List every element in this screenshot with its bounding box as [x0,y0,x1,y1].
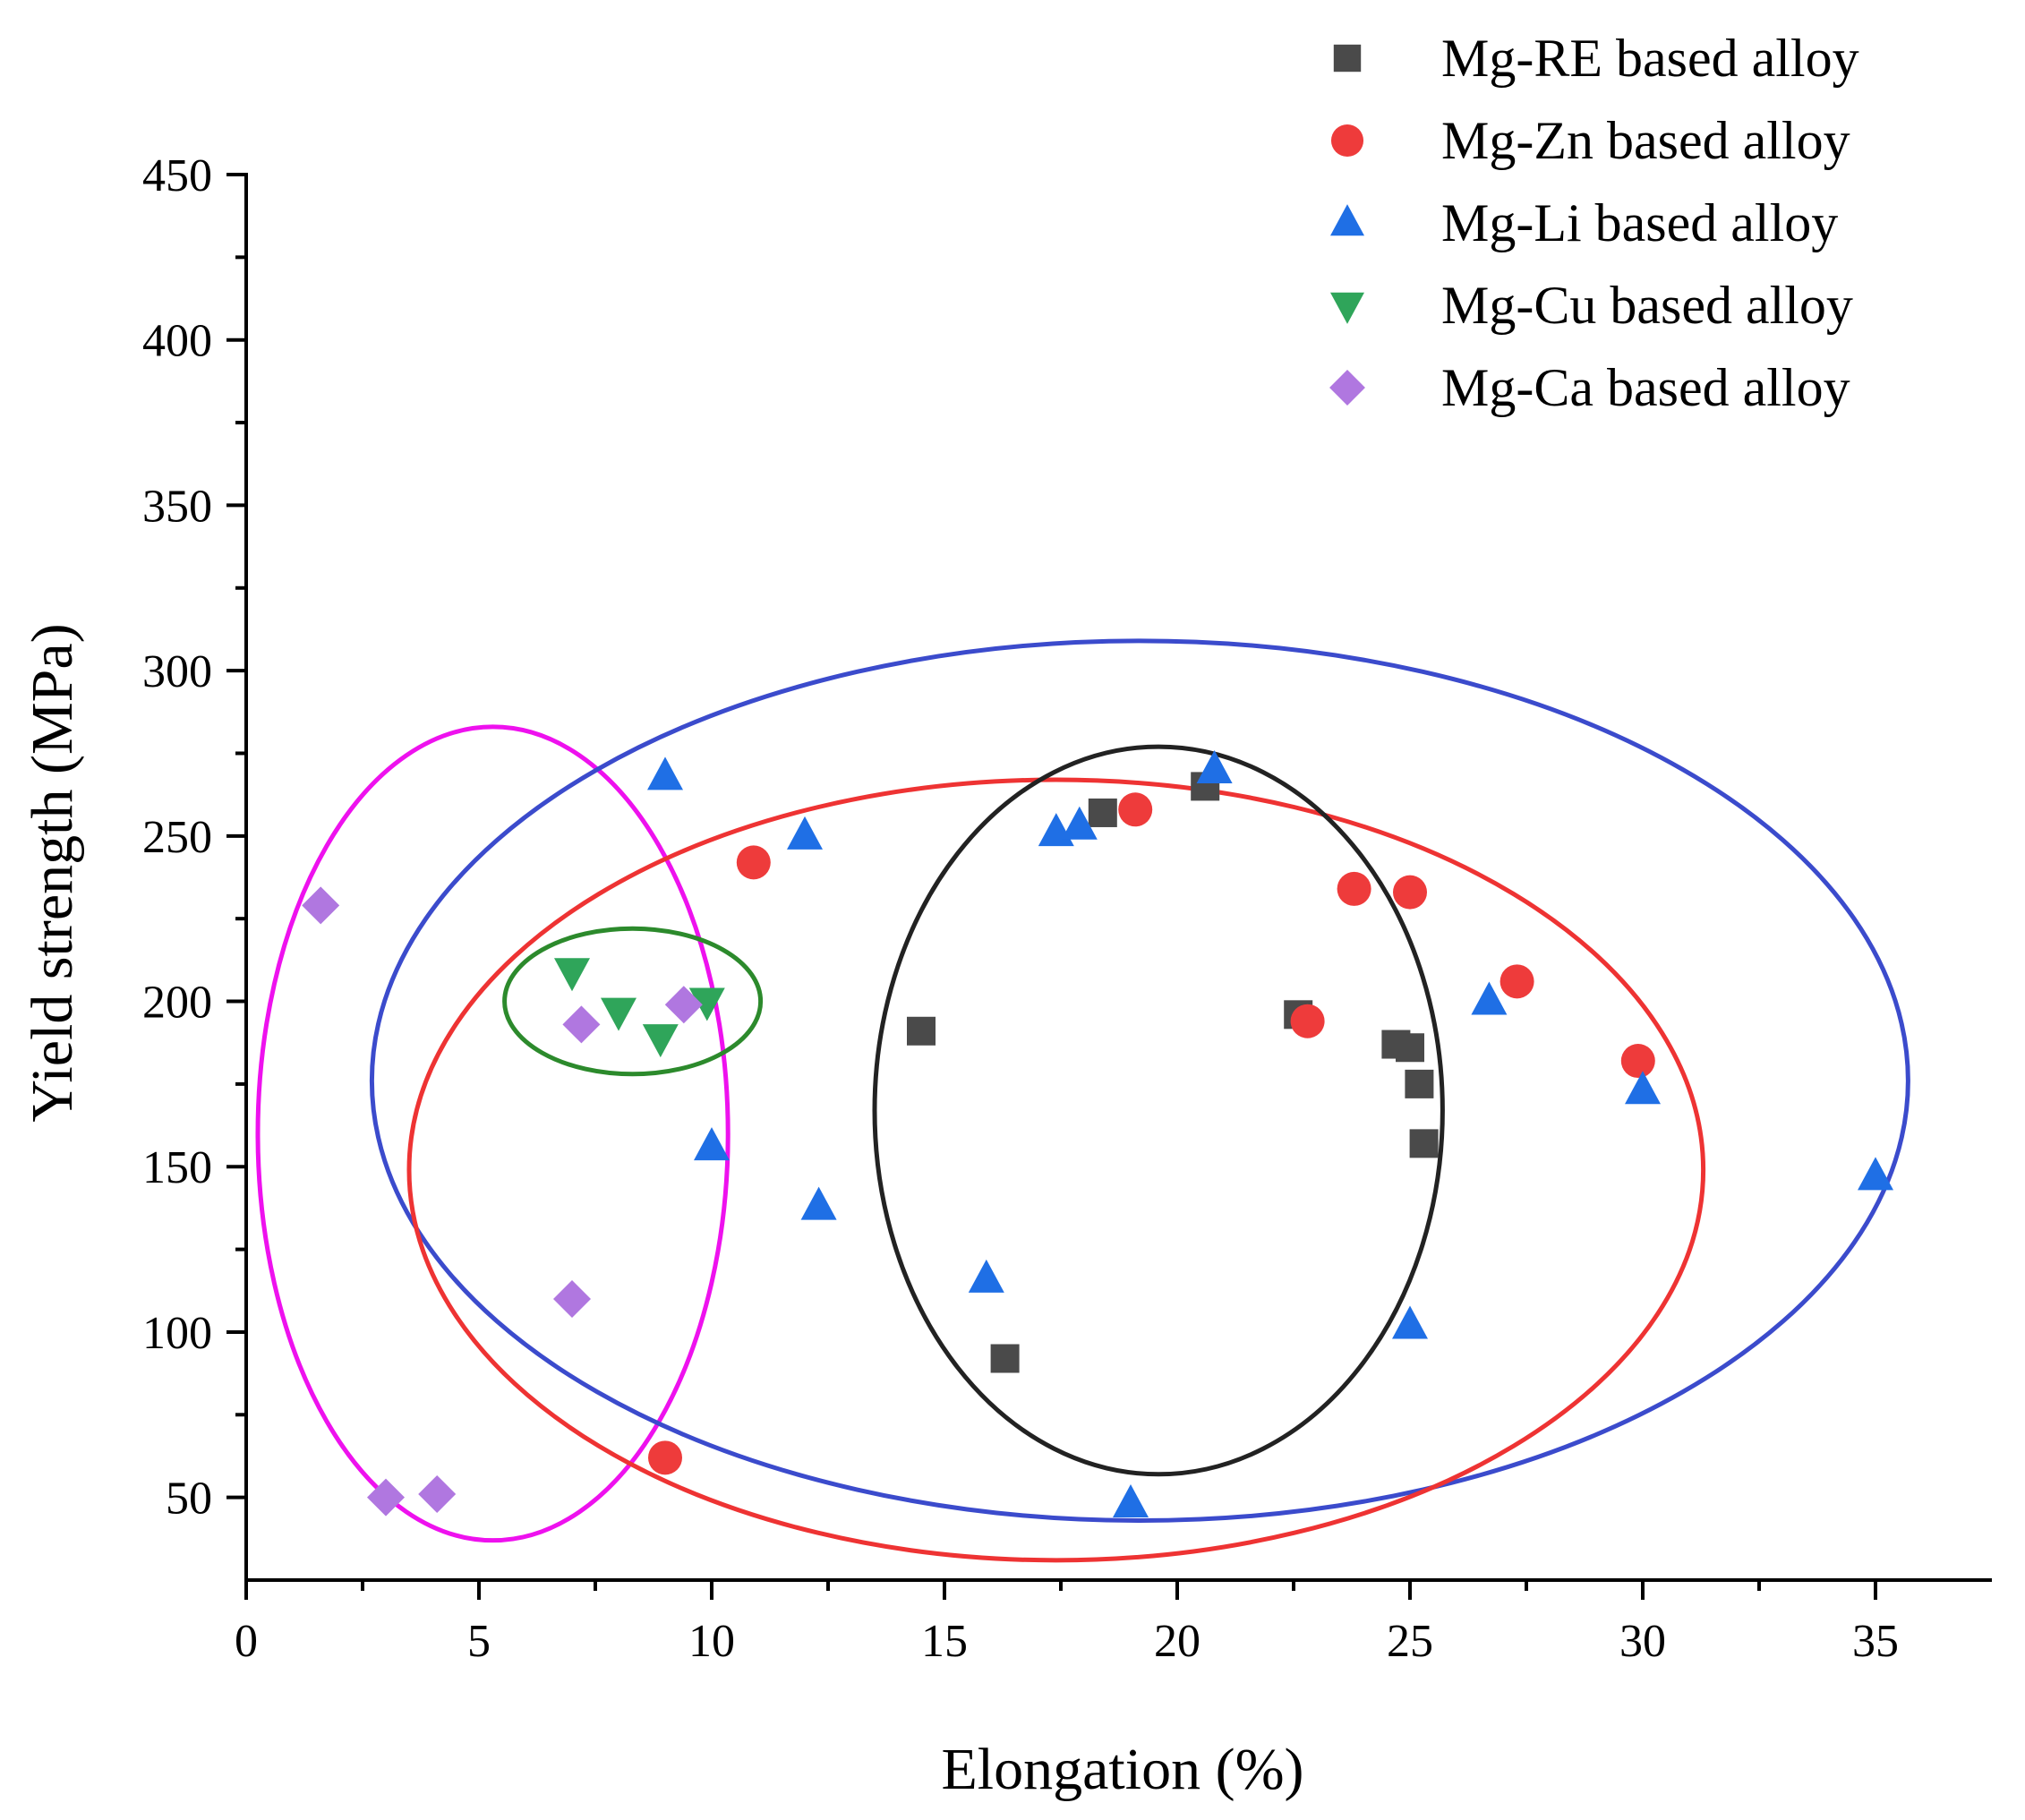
series-mg-ca-based-alloy [302,886,703,1517]
x-tick-label: 15 [921,1616,968,1667]
data-point [1409,1129,1439,1158]
highlight-ellipse-1 [255,724,731,1543]
highlight-ellipse-5 [502,926,764,1077]
y-tick-label: 200 [142,978,212,1029]
data-point [1858,1157,1893,1191]
data-point [554,958,590,992]
data-point [647,756,683,790]
data-point [1625,1071,1661,1105]
data-point [553,1280,591,1318]
data-point [800,1186,837,1220]
data-point [1471,981,1508,1015]
data-point [1337,871,1371,906]
data-points [302,749,1893,1518]
data-point [1118,792,1153,827]
data-point [1113,1484,1149,1518]
data-point [418,1474,457,1513]
y-tick-label: 250 [142,812,212,863]
data-point [601,997,637,1031]
x-tick-label: 35 [1852,1616,1899,1667]
data-point [1500,964,1534,999]
legend-marker [1333,44,1362,73]
data-point [1088,798,1117,827]
data-point [907,1016,936,1046]
data-point [968,1259,1004,1293]
legend-label: Mg-Cu based alloy [1441,276,1853,335]
legend: Mg-RE based alloy Mg-Zn based alloy Mg-Li … [1329,29,1859,417]
highlight-ellipse-4 [872,744,1445,1477]
data-point [694,1127,730,1161]
x-tick-label: 5 [467,1616,491,1667]
x-tick-label: 0 [235,1616,258,1667]
legend-label: Mg-Li based alloy [1441,193,1838,252]
legend-label: Mg-Ca based alloy [1441,358,1850,417]
data-point [736,845,771,880]
data-point [1196,749,1233,783]
legend-marker [1330,204,1364,236]
highlight-ellipses [255,638,1910,1563]
data-point [787,816,823,850]
data-point [664,986,703,1024]
y-tick-label: 300 [142,646,212,697]
legend-marker [1330,292,1364,324]
data-point [1393,875,1427,910]
data-point [1392,1305,1428,1339]
x-tick-label: 25 [1387,1616,1433,1667]
x-tick-label: 20 [1154,1616,1200,1667]
series-mg-li-based-alloy [647,749,1893,1518]
data-point [642,1024,679,1058]
y-tick-label: 450 [142,150,212,201]
legend-item-mg-li-based-alloy: Mg-Li based alloy [1330,193,1838,252]
data-point [302,886,340,925]
y-tick-label: 400 [142,316,212,367]
highlight-ellipse-3 [406,777,1706,1563]
y-tick-label: 350 [142,481,212,532]
data-point [367,1478,405,1517]
legend-label: Mg-RE based alloy [1441,29,1859,88]
highlight-ellipse-2 [369,638,1910,1524]
legend-item-mg-re-based-alloy: Mg-RE based alloy [1333,29,1859,88]
data-point [1396,1033,1424,1063]
x-tick-label: 10 [688,1616,735,1667]
data-point [688,987,725,1021]
legend-item-mg-zn-based-alloy: Mg-Zn based alloy [1330,111,1850,170]
legend-item-mg-cu-based-alloy: Mg-Cu based alloy [1330,276,1853,335]
y-tick-label: 100 [142,1308,212,1359]
x-tick-label: 30 [1619,1616,1666,1667]
x-axis-title: Elongation (%) [941,1737,1303,1802]
legend-label: Mg-Zn based alloy [1441,111,1850,170]
y-axis-ticks: 50 100 150 200 250 300 350 400 450 [142,150,246,1525]
data-point [1061,806,1098,840]
legend-marker [1330,124,1364,158]
y-axis-title: Yield strength (MPa) [20,623,85,1122]
y-tick-label: 50 [166,1474,212,1525]
data-point [1290,1004,1325,1038]
data-point [648,1440,682,1475]
y-tick-label: 150 [142,1142,212,1193]
axes: 0 5 10 15 20 25 30 35 50 100 150 200 250 300 350 400 45… [142,150,1992,1667]
series-mg-zn-based-alloy [648,792,1655,1475]
legend-item-mg-ca-based-alloy: Mg-Ca based alloy [1329,358,1850,417]
data-point [1405,1069,1434,1098]
data-point [990,1344,1020,1373]
data-point [1620,1044,1655,1079]
legend-marker [1329,370,1365,406]
x-axis-ticks: 0 5 10 15 20 25 30 35 [235,1580,1899,1667]
data-point [562,1005,601,1044]
series-mg-cu-based-alloy [554,958,725,1058]
